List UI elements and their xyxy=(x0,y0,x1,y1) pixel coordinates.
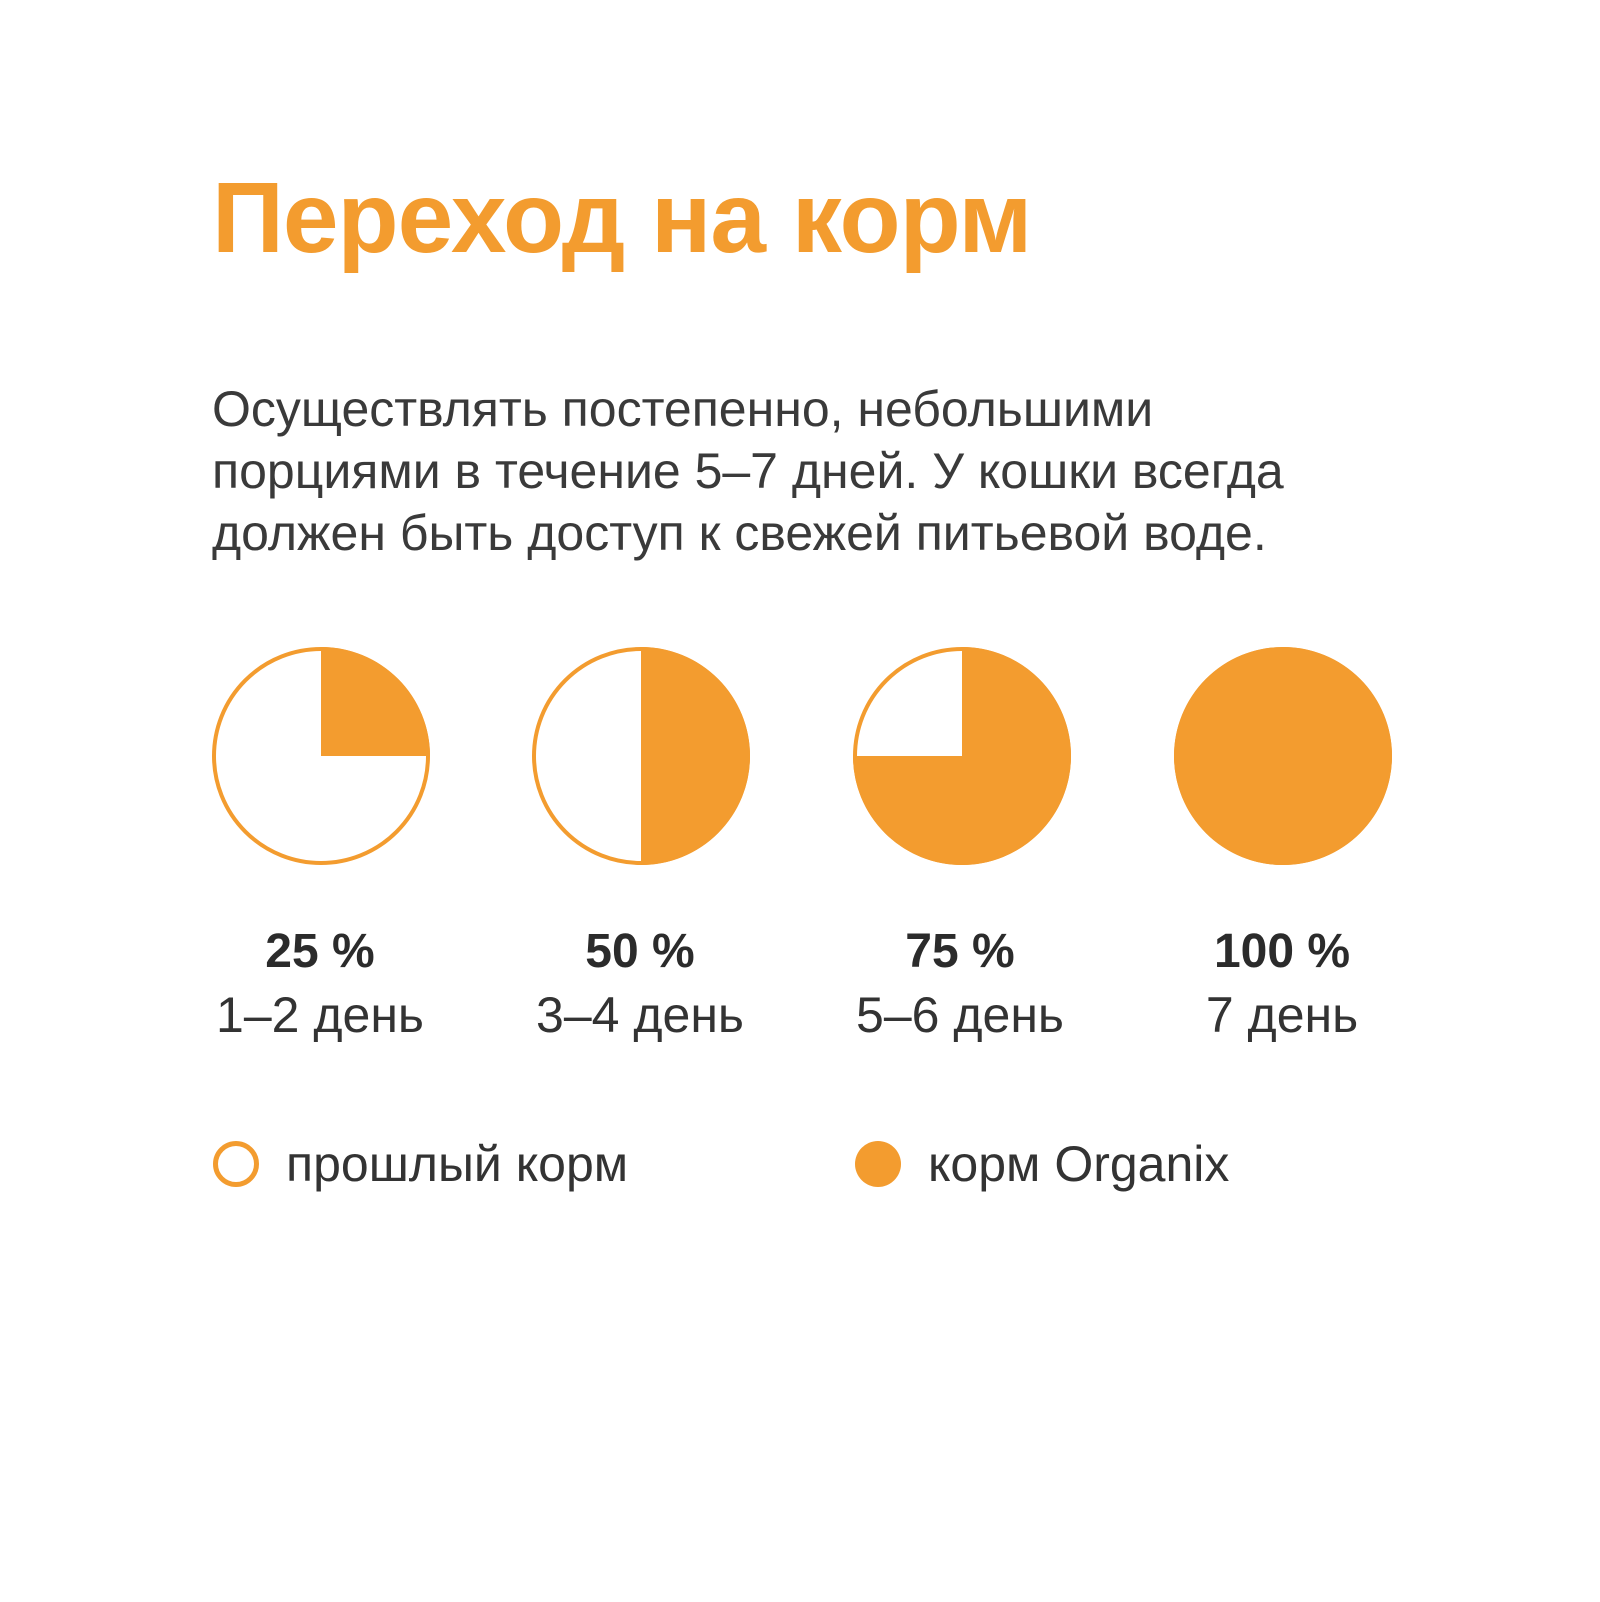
pie-slice-organix-food xyxy=(1174,647,1392,865)
stage-day-label: 3–4 день xyxy=(536,987,744,1043)
legend-label: корм Organix xyxy=(928,1136,1230,1192)
pie-slice-organix-food xyxy=(853,647,1071,865)
stage-percent-label: 25 % xyxy=(265,925,375,978)
pie-slice-organix-food xyxy=(321,647,430,756)
stage-percent-label: 50 % xyxy=(585,925,695,978)
stage-day-label: 1–2 день xyxy=(216,987,424,1043)
page-title: Переход на корм xyxy=(212,162,1032,274)
stage-day-label: 5–6 день xyxy=(856,987,1064,1043)
pie-slice-organix-food xyxy=(641,647,750,865)
instruction-line: порциями в течение 5–7 дней. У кошки все… xyxy=(212,443,1284,499)
pie-chart-3 xyxy=(853,647,1071,865)
stage-percent-label: 75 % xyxy=(905,925,1015,978)
pie-chart-4 xyxy=(1174,647,1392,865)
stage-percent-label: 100 % xyxy=(1213,925,1351,978)
filled-circle-icon xyxy=(855,1141,901,1187)
pie-chart-1 xyxy=(212,647,430,865)
stage-label-4: 100 % 7 день xyxy=(1122,924,1442,1050)
outline-circle-icon xyxy=(213,1141,259,1187)
stage-label-3: 75 % 5–6 день xyxy=(800,924,1120,1050)
feeding-instructions: Осуществлять постепенно, небольшими порц… xyxy=(212,378,1412,564)
legend-item-old-food: прошлый корм xyxy=(213,1134,628,1194)
stage-label-1: 25 % 1–2 день xyxy=(160,924,480,1050)
stage-label-2: 50 % 3–4 день xyxy=(480,924,800,1050)
stage-day-label: 7 день xyxy=(1205,987,1359,1043)
pie-chart-2 xyxy=(532,647,750,865)
instruction-line: Осуществлять постепенно, небольшими xyxy=(212,381,1154,437)
instruction-line: должен быть доступ к свежей питьевой вод… xyxy=(212,505,1267,561)
legend-label: прошлый корм xyxy=(286,1136,629,1192)
legend-item-organix-food: корм Organix xyxy=(855,1134,1229,1194)
